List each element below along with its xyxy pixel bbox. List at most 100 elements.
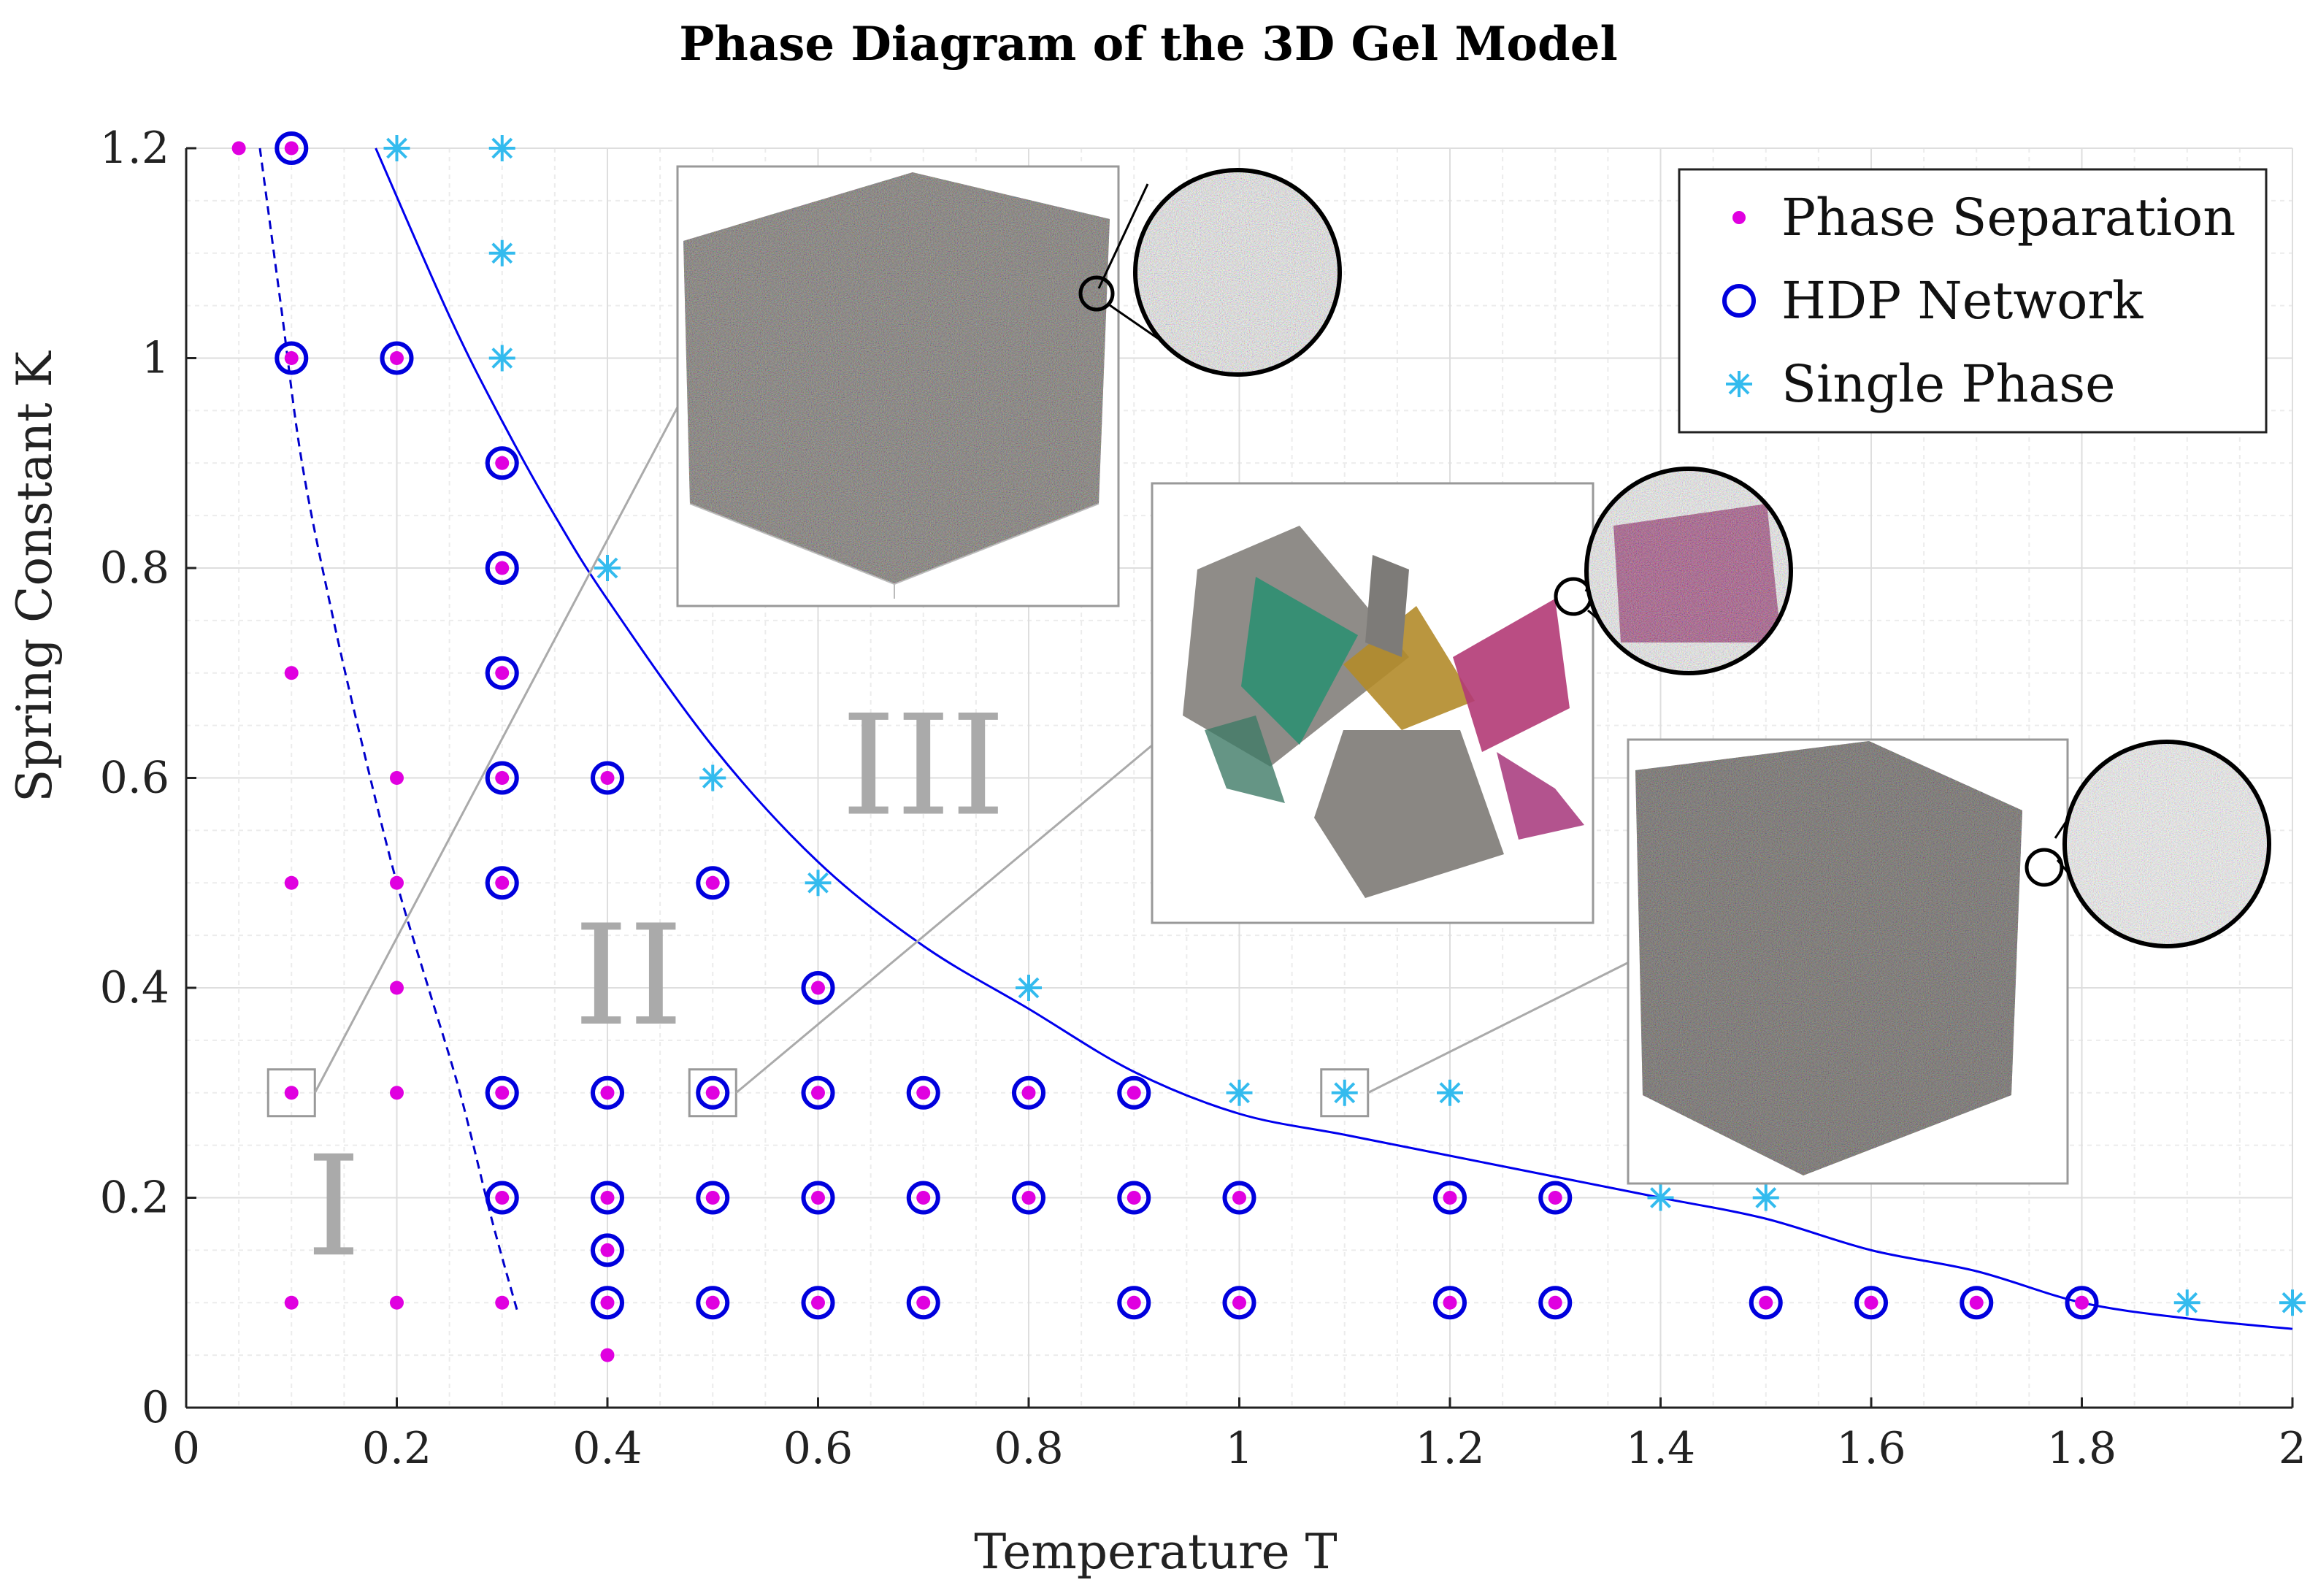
- hdp-network-marker: [696, 866, 730, 900]
- phase-separation-marker: [284, 141, 299, 156]
- hdp-network-marker: [1749, 1286, 1783, 1320]
- hdp-network-marker: [275, 341, 309, 375]
- y-tick-label: 0: [142, 1382, 169, 1433]
- single-phase-marker: [594, 555, 621, 581]
- y-tick-label: 0.4: [100, 962, 169, 1013]
- hdp-network-marker: [1538, 1286, 1573, 1320]
- phase-separation-marker: [390, 875, 404, 890]
- single-phase-marker: [1437, 1079, 1463, 1106]
- single-phase-marker: [383, 135, 410, 161]
- single-phase-marker: [1016, 975, 1042, 1001]
- zoom-connector-1a: [1097, 183, 1149, 289]
- zoom-circle-2: [1584, 467, 1793, 675]
- legend-single-phase-marker: [1726, 371, 1752, 397]
- phase-separation-marker: [1127, 1086, 1141, 1100]
- phase-separation-marker: [811, 1191, 825, 1205]
- x-tick-label: 1: [1225, 1423, 1253, 1474]
- hdp-network-marker: [906, 1181, 940, 1215]
- hdp-network-marker: [591, 1286, 624, 1320]
- y-tick-label: 0.6: [100, 753, 169, 804]
- hdp-network-marker: [1222, 1181, 1256, 1215]
- phase-separation-marker: [1759, 1295, 1773, 1310]
- phase-separation-marker: [495, 666, 510, 680]
- phase-separation-marker: [600, 1243, 615, 1257]
- single-phase-boundary: [375, 147, 2293, 1330]
- phase-separation-marker: [916, 1191, 931, 1205]
- hdp-network-marker: [485, 551, 519, 585]
- x-tick-label: 0.2: [362, 1423, 431, 1474]
- x-tick-label: 0.4: [572, 1423, 642, 1474]
- phase-separation-boundary: [258, 147, 519, 1314]
- x-tick-label: 1.6: [1836, 1423, 1906, 1474]
- phase-separation-marker: [600, 771, 615, 785]
- phase-separation-marker: [600, 1191, 615, 1205]
- phase-separation-marker: [1548, 1295, 1562, 1310]
- hdp-network-marker: [1854, 1286, 1888, 1320]
- phase-separation-marker: [1021, 1086, 1036, 1100]
- hdp-network-marker: [275, 131, 309, 165]
- hdp-network-marker: [485, 1181, 519, 1215]
- x-tick-labels: 0 0.2 0.4 0.6 0.8 1 1.2 1.4 1.6 1.8 2: [172, 1423, 2306, 1474]
- phase-separation-marker: [1443, 1191, 1457, 1205]
- phase-separation-marker: [495, 456, 510, 470]
- single-phase-marker: [699, 764, 726, 791]
- hdp-network-marker: [1012, 1181, 1045, 1215]
- hdp-network-marker: [906, 1286, 940, 1320]
- hdp-network-marker: [696, 1075, 730, 1110]
- phase-separation-marker: [600, 1295, 615, 1310]
- hdp-network-marker: [1222, 1286, 1256, 1320]
- phase-separation-marker: [284, 875, 299, 890]
- single-phase-marker: [1752, 1184, 1779, 1211]
- legend: Phase Separation HDP Network Single Phas…: [1678, 168, 2268, 434]
- x-tick-label: 1.2: [1415, 1423, 1484, 1474]
- hdp-network-marker: [1117, 1286, 1151, 1320]
- single-phase-marker: [2173, 1289, 2200, 1316]
- inset-single-phase: [1627, 738, 2069, 1185]
- hdp-network-marker: [591, 1233, 624, 1267]
- hdp-network-marker: [801, 971, 835, 1005]
- hdp-network-marker: [1960, 1286, 1994, 1320]
- zoom-source-circle-3: [2025, 848, 2064, 887]
- y-axis-label: Spring Constant K: [7, 350, 63, 802]
- legend-single-phase-label: Single Phase: [1781, 354, 2116, 414]
- single-phase-marker: [805, 870, 832, 897]
- single-phase-marker: [488, 135, 515, 161]
- region-label: I: [306, 1126, 361, 1287]
- phase-separation-marker: [1864, 1295, 1878, 1310]
- x-axis-label: Temperature T: [974, 1524, 1337, 1580]
- highlight-connector: [1367, 959, 1634, 1094]
- phase-separation-marker: [600, 1086, 615, 1100]
- phase-separation-marker: [1232, 1191, 1246, 1205]
- phase-separation-marker: [705, 875, 720, 890]
- hdp-network-marker: [591, 1075, 624, 1110]
- region-label: II: [574, 895, 683, 1056]
- legend-phase-separation-label: Phase Separation: [1781, 188, 2236, 248]
- single-phase-marker: [1226, 1079, 1253, 1106]
- phase-separation-marker: [390, 1295, 404, 1310]
- hdp-network-marker: [1433, 1286, 1467, 1320]
- phase-separation-marker: [390, 981, 404, 995]
- highlight-connector: [313, 390, 688, 1094]
- hdp-network-marker: [485, 761, 519, 795]
- y-tick-label: 1.2: [100, 123, 169, 174]
- hdp-network-marker: [591, 1181, 624, 1215]
- phase-separation-marker: [390, 771, 404, 785]
- y-tick-label: 0.8: [100, 542, 169, 594]
- x-tick-label: 1.4: [1626, 1423, 1695, 1474]
- x-tick-label: 2: [2279, 1423, 2306, 1474]
- phase-separation-marker: [495, 561, 510, 575]
- single-phase-marker: [1331, 1079, 1358, 1106]
- phase-separation-marker: [811, 981, 825, 995]
- hdp-network-marker: [906, 1075, 940, 1110]
- legend-hdp-network-label: HDP Network: [1781, 271, 2144, 331]
- legend-phase-separation-marker: [1732, 211, 1746, 224]
- y-tick-label: 0.2: [100, 1173, 169, 1224]
- hdp-network-marker: [696, 1286, 730, 1320]
- hdp-network-marker: [485, 1075, 519, 1110]
- zoom-circle-3: [2062, 740, 2271, 948]
- phase-separation-marker: [231, 141, 246, 156]
- phase-separation-marker: [705, 1191, 720, 1205]
- phase-separation-marker: [1127, 1295, 1141, 1310]
- phase-separation-marker: [916, 1086, 931, 1100]
